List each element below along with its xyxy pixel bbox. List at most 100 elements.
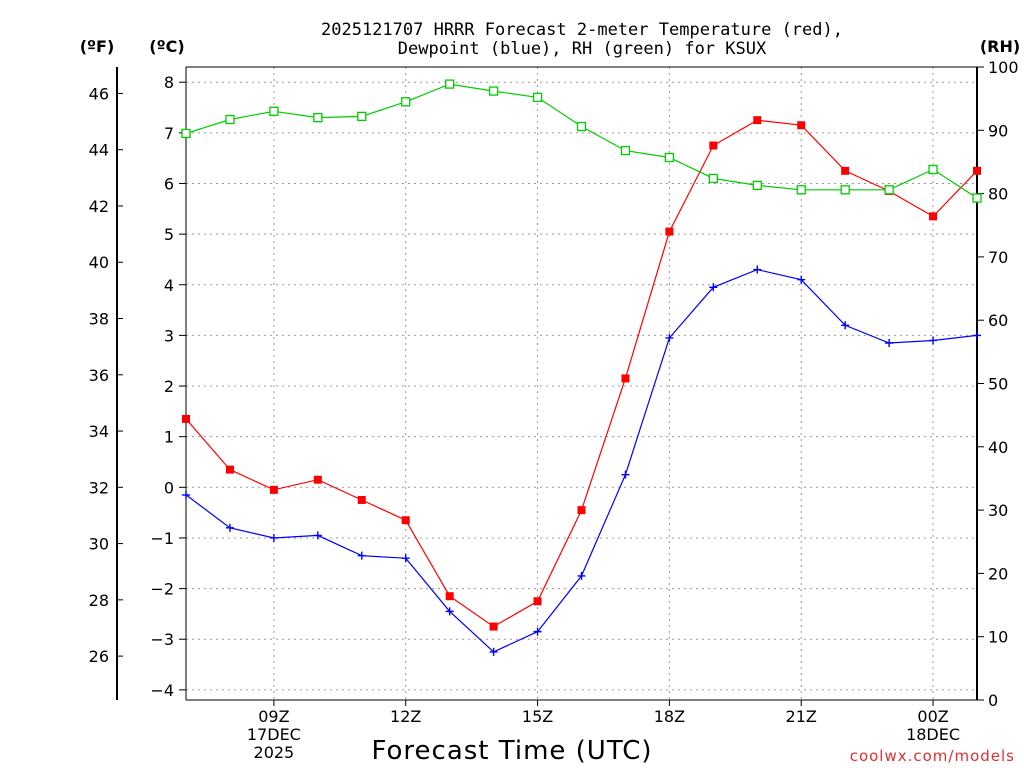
temperature-point [533,597,542,606]
chart-title-line2: Dewpoint (blue), RH (green) for KSUX [398,39,767,59]
rh-point [884,185,894,195]
dewpoint-series [182,265,981,656]
celsius-tick-label: 2 [164,377,174,396]
celsius-tick-label: 6 [164,174,174,193]
dewpoint-point [709,283,718,292]
temperature-point [269,485,278,494]
dewpoint-point [973,331,981,340]
rh-point [181,128,191,139]
fahrenheit-tick-label: 38 [89,310,109,329]
dewpoint-line [185,268,978,653]
rh-point [972,193,982,203]
rh-point [752,180,762,191]
rh-tick-label: 30 [988,501,1008,520]
temperature-point [401,516,410,525]
celsius-tick-label: 5 [164,225,174,244]
dewpoint-point [929,336,938,345]
fahrenheit-tick-label: 32 [89,478,109,497]
x-tick-label: 09Z [258,707,289,726]
temperature-point [621,374,630,383]
dewpoint-point [489,647,498,656]
fahrenheit-tick-label: 26 [89,647,109,666]
temperature-point [973,166,981,175]
x-tick-label: 21Z [786,707,817,726]
celsius-tick-label: 1 [164,428,174,447]
data-series [181,79,982,656]
rh-tick-label: 90 [988,121,1008,140]
rh-line [185,83,978,199]
rh-point [796,185,806,195]
fahrenheit-tick-label: 46 [89,84,109,103]
rh-tick-label: 100 [988,58,1019,77]
rh-point [357,111,367,122]
celsius-tick-label: 0 [164,478,174,497]
fahrenheit-tick-label: 28 [89,591,109,610]
temperature-point [665,227,674,236]
rh-point [445,79,455,89]
temperature-point [929,212,938,221]
rh-point [313,112,323,123]
dewpoint-point [621,470,630,479]
temperature-point [577,506,586,515]
rh-unit-label: (RH) [980,37,1020,56]
fahrenheit-tick-label: 36 [89,366,109,385]
rh-point [664,152,675,163]
temperature-point [709,141,718,150]
x-tick-label: 12Z [390,707,421,726]
rh-point [708,173,718,184]
rh-point [576,121,587,132]
dewpoint-point [885,338,894,347]
x-tick-label: 17DEC [247,725,301,744]
dewpoint-point [269,533,278,542]
x-tick-label: 2025 [254,743,295,762]
dewpoint-point [445,607,454,616]
temperature-series [182,116,981,631]
x-axis-title: Forecast Time (UTC) [371,736,652,766]
celsius-tick-label: 8 [164,73,174,92]
celsius-tick-label: 4 [164,276,174,295]
x-tick-label: 00Z [917,707,948,726]
dewpoint-point [665,333,674,342]
temperature-point [357,495,366,504]
chart-title-line1: 2025121707 HRRR Forecast 2-meter Tempera… [321,20,843,40]
rh-point [928,164,938,175]
celsius-tick-label: 7 [164,124,174,143]
celsius-tick-label: −4 [150,681,174,700]
axes: −4−3−2−101234567826283032343638404244460… [89,58,1019,762]
rh-point [620,145,631,156]
fahrenheit-tick-label: 42 [89,197,109,216]
dewpoint-point [182,490,190,499]
rh-tick-label: 10 [988,628,1008,647]
dewpoint-point [357,551,366,560]
rh-tick-label: 40 [988,438,1008,457]
rh-tick-label: 0 [988,691,998,710]
temperature-point [753,116,762,125]
rh-point [840,185,850,195]
dewpoint-point [401,554,410,563]
rh-point [488,86,499,96]
rh-point [532,92,543,103]
temperature-point [313,475,322,484]
dewpoint-point [225,523,234,532]
dewpoint-point [577,571,586,580]
celsius-tick-label: −1 [150,529,174,548]
dewpoint-point [753,265,762,274]
x-tick-label: 15Z [522,707,553,726]
rh-series [181,79,982,203]
temperature-point [182,414,190,423]
rh-tick-label: 50 [988,375,1008,394]
x-tick-label: 18Z [654,707,685,726]
celsius-tick-label: 3 [164,326,174,345]
celsius-tick-label: −2 [150,580,174,599]
fahrenheit-unit-label: (ºF) [80,37,115,56]
celsius-unit-label: (ºC) [149,37,184,56]
temperature-point [445,592,454,601]
rh-tick-label: 20 [988,564,1008,583]
fahrenheit-tick-label: 40 [89,253,109,272]
rh-point [269,106,279,116]
source-credit: coolwx.com/models [850,747,1015,765]
temperature-point [489,622,498,631]
fahrenheit-tick-label: 30 [89,535,109,554]
rh-tick-label: 70 [988,248,1008,267]
